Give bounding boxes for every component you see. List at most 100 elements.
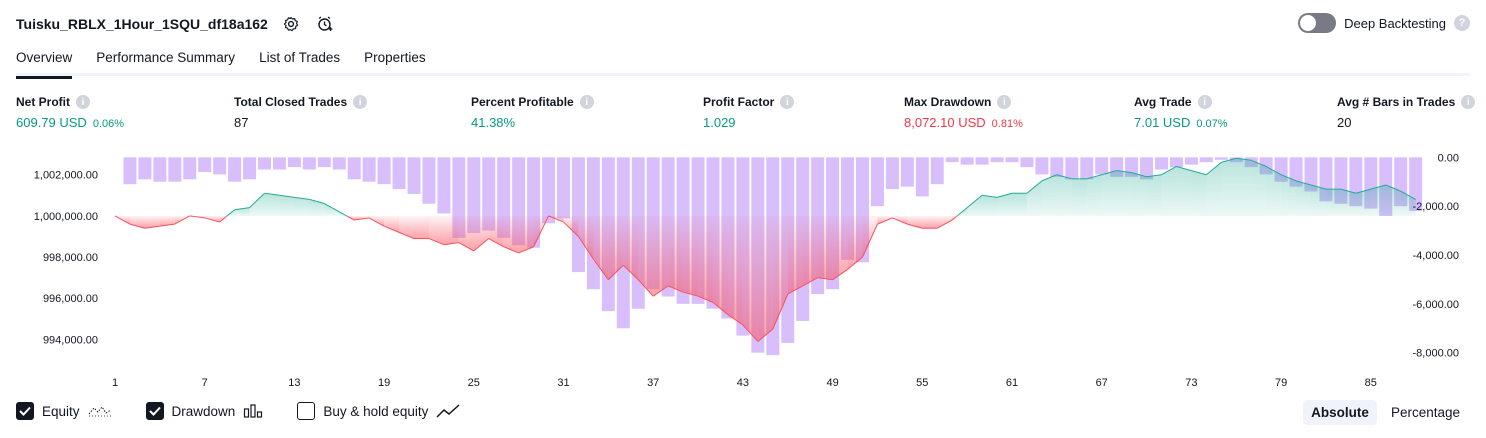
x-axis-tick: 13: [288, 377, 300, 388]
equity-area-up: [1041, 174, 1057, 216]
drawdown-bar: [302, 157, 316, 170]
left-axis-tick: 1,000,000.00: [34, 211, 98, 223]
equity-area-up: [1026, 180, 1042, 216]
equity-area-up: [1266, 166, 1282, 216]
equity-line-segment: [877, 217, 893, 225]
drawdown-bar: [198, 157, 212, 172]
percentage-button[interactable]: Percentage: [1390, 405, 1460, 420]
metric-value: 8,072.10 USD: [904, 115, 986, 130]
info-icon[interactable]: i: [1461, 95, 1476, 109]
absolute-button[interactable]: Absolute: [1303, 400, 1377, 425]
equity-area-up: [1385, 185, 1401, 216]
help-icon[interactable]: ?: [1454, 15, 1470, 31]
equity-line-segment: [592, 258, 609, 280]
equity-checkbox[interactable]: [16, 402, 34, 420]
equity-line-segment: [503, 246, 519, 254]
buy-hold-checkbox[interactable]: [297, 402, 316, 420]
deep-backtesting-label: Deep Backtesting: [1344, 15, 1446, 31]
drawdown-bar: [885, 157, 899, 190]
equity-area-up: [1325, 189, 1341, 216]
metric-label: Profit Factor: [703, 95, 775, 109]
equity-line-segment: [1131, 172, 1147, 178]
equity-area-up: [967, 195, 983, 216]
equity-line-segment: [727, 314, 744, 326]
x-axis-tick: 79: [1275, 377, 1287, 388]
info-icon[interactable]: i: [780, 95, 795, 109]
equity-area-down: [668, 215, 684, 293]
tab-performance-summary[interactable]: Performance Summary: [96, 50, 236, 65]
drawdown-bar: [1050, 157, 1064, 177]
drawdown-bar: [258, 157, 271, 170]
equity-area-down: [443, 215, 459, 245]
equity-area-down: [354, 215, 370, 220]
equity-line-segment: [1280, 174, 1297, 182]
strategy-name: Tuisku_RBLX_1Hour_1SQU_df18a162: [16, 16, 268, 32]
metric-label: Max Drawdown: [904, 95, 992, 109]
info-icon[interactable]: i: [353, 95, 368, 109]
drawdown-bar: [1095, 157, 1109, 175]
equity-area-down: [144, 215, 160, 229]
equity-area-up: [1281, 174, 1297, 216]
info-icon[interactable]: i: [579, 95, 594, 109]
legend-drawdown[interactable]: Drawdown: [145, 402, 264, 420]
add-alert-icon[interactable]: [314, 13, 336, 35]
drawdown-bar: [930, 157, 944, 185]
drawdown-bar: [1065, 157, 1079, 180]
tab-list-of-trades[interactable]: List of Trades: [259, 50, 341, 65]
drawdown-checkbox[interactable]: [145, 402, 164, 420]
deep-backtesting-toggle[interactable]: [1298, 13, 1337, 33]
equity-line-segment: [757, 328, 774, 342]
equity-area-up: [249, 193, 265, 216]
equity-line-segment: [966, 194, 983, 209]
metric-avg-trade: Avg Trade i 7.01 USD 0.07%: [1134, 95, 1228, 130]
equity-line-segment: [1146, 174, 1162, 178]
equity-drawdown-chart[interactable]: 1,002,000.00 1,000,000.00 998,000.00 996,00…: [0, 138, 1486, 388]
drawdown-bar: [1140, 157, 1154, 180]
equity-line-segment: [996, 192, 1013, 198]
equity-area-down: [503, 215, 519, 253]
equity-line-segment: [1295, 180, 1312, 186]
equity-line-icon: [88, 406, 111, 417]
legend-equity[interactable]: Equity: [16, 402, 112, 420]
equity-line-segment: [847, 256, 863, 270]
tab-properties[interactable]: Properties: [364, 50, 426, 65]
equity-area-up: [1370, 185, 1386, 216]
equity-line-segment: [637, 279, 654, 297]
drawdown-bar: [422, 157, 436, 204]
equity-line-segment: [234, 207, 250, 211]
metric-max-drawdown: Max Drawdown i 8,072.10 USD 0.81%: [904, 95, 1023, 130]
info-icon[interactable]: i: [1197, 95, 1212, 109]
drawdown-bar: [990, 157, 1004, 163]
drawdown-bar: [1155, 157, 1168, 170]
equity-line-segment: [802, 277, 818, 287]
metric-value: 1.029: [703, 115, 736, 130]
equity-line-segment: [622, 264, 639, 281]
bar-chart-icon: [244, 404, 263, 418]
left-axis-tick: 996,000.00: [43, 293, 98, 305]
equity-line-segment: [548, 215, 564, 223]
equity-area-up: [1206, 162, 1222, 216]
drawdown-bar: [407, 157, 421, 194]
info-icon[interactable]: i: [997, 95, 1012, 109]
equity-line-segment: [608, 264, 624, 281]
equity-area-up: [1071, 178, 1087, 216]
equity-line-segment: [697, 295, 714, 303]
drawdown-bar: [377, 157, 391, 185]
drawdown-bar: [243, 157, 257, 180]
settings-icon[interactable]: [280, 13, 302, 35]
tab-overview[interactable]: Overview: [16, 44, 73, 79]
legend-buy-hold[interactable]: Buy & hold equity: [297, 402, 460, 420]
right-axis-tick: -6,000.00: [1413, 299, 1459, 311]
equity-area-down: [578, 215, 594, 260]
equity-area-down: [832, 215, 848, 280]
equity-area-down: [563, 215, 579, 237]
equity-line-segment: [1086, 174, 1102, 180]
drawdown-bar: [138, 157, 152, 180]
equity-line-segment: [324, 203, 340, 213]
metric-label: Net Profit: [16, 95, 70, 109]
equity-line-segment: [249, 192, 265, 209]
info-icon[interactable]: i: [76, 95, 90, 109]
metric-percent-profitable: Percent Profitable i 41.38%: [471, 95, 594, 130]
equity-line-segment: [309, 198, 325, 205]
drawdown-bar: [960, 157, 974, 165]
